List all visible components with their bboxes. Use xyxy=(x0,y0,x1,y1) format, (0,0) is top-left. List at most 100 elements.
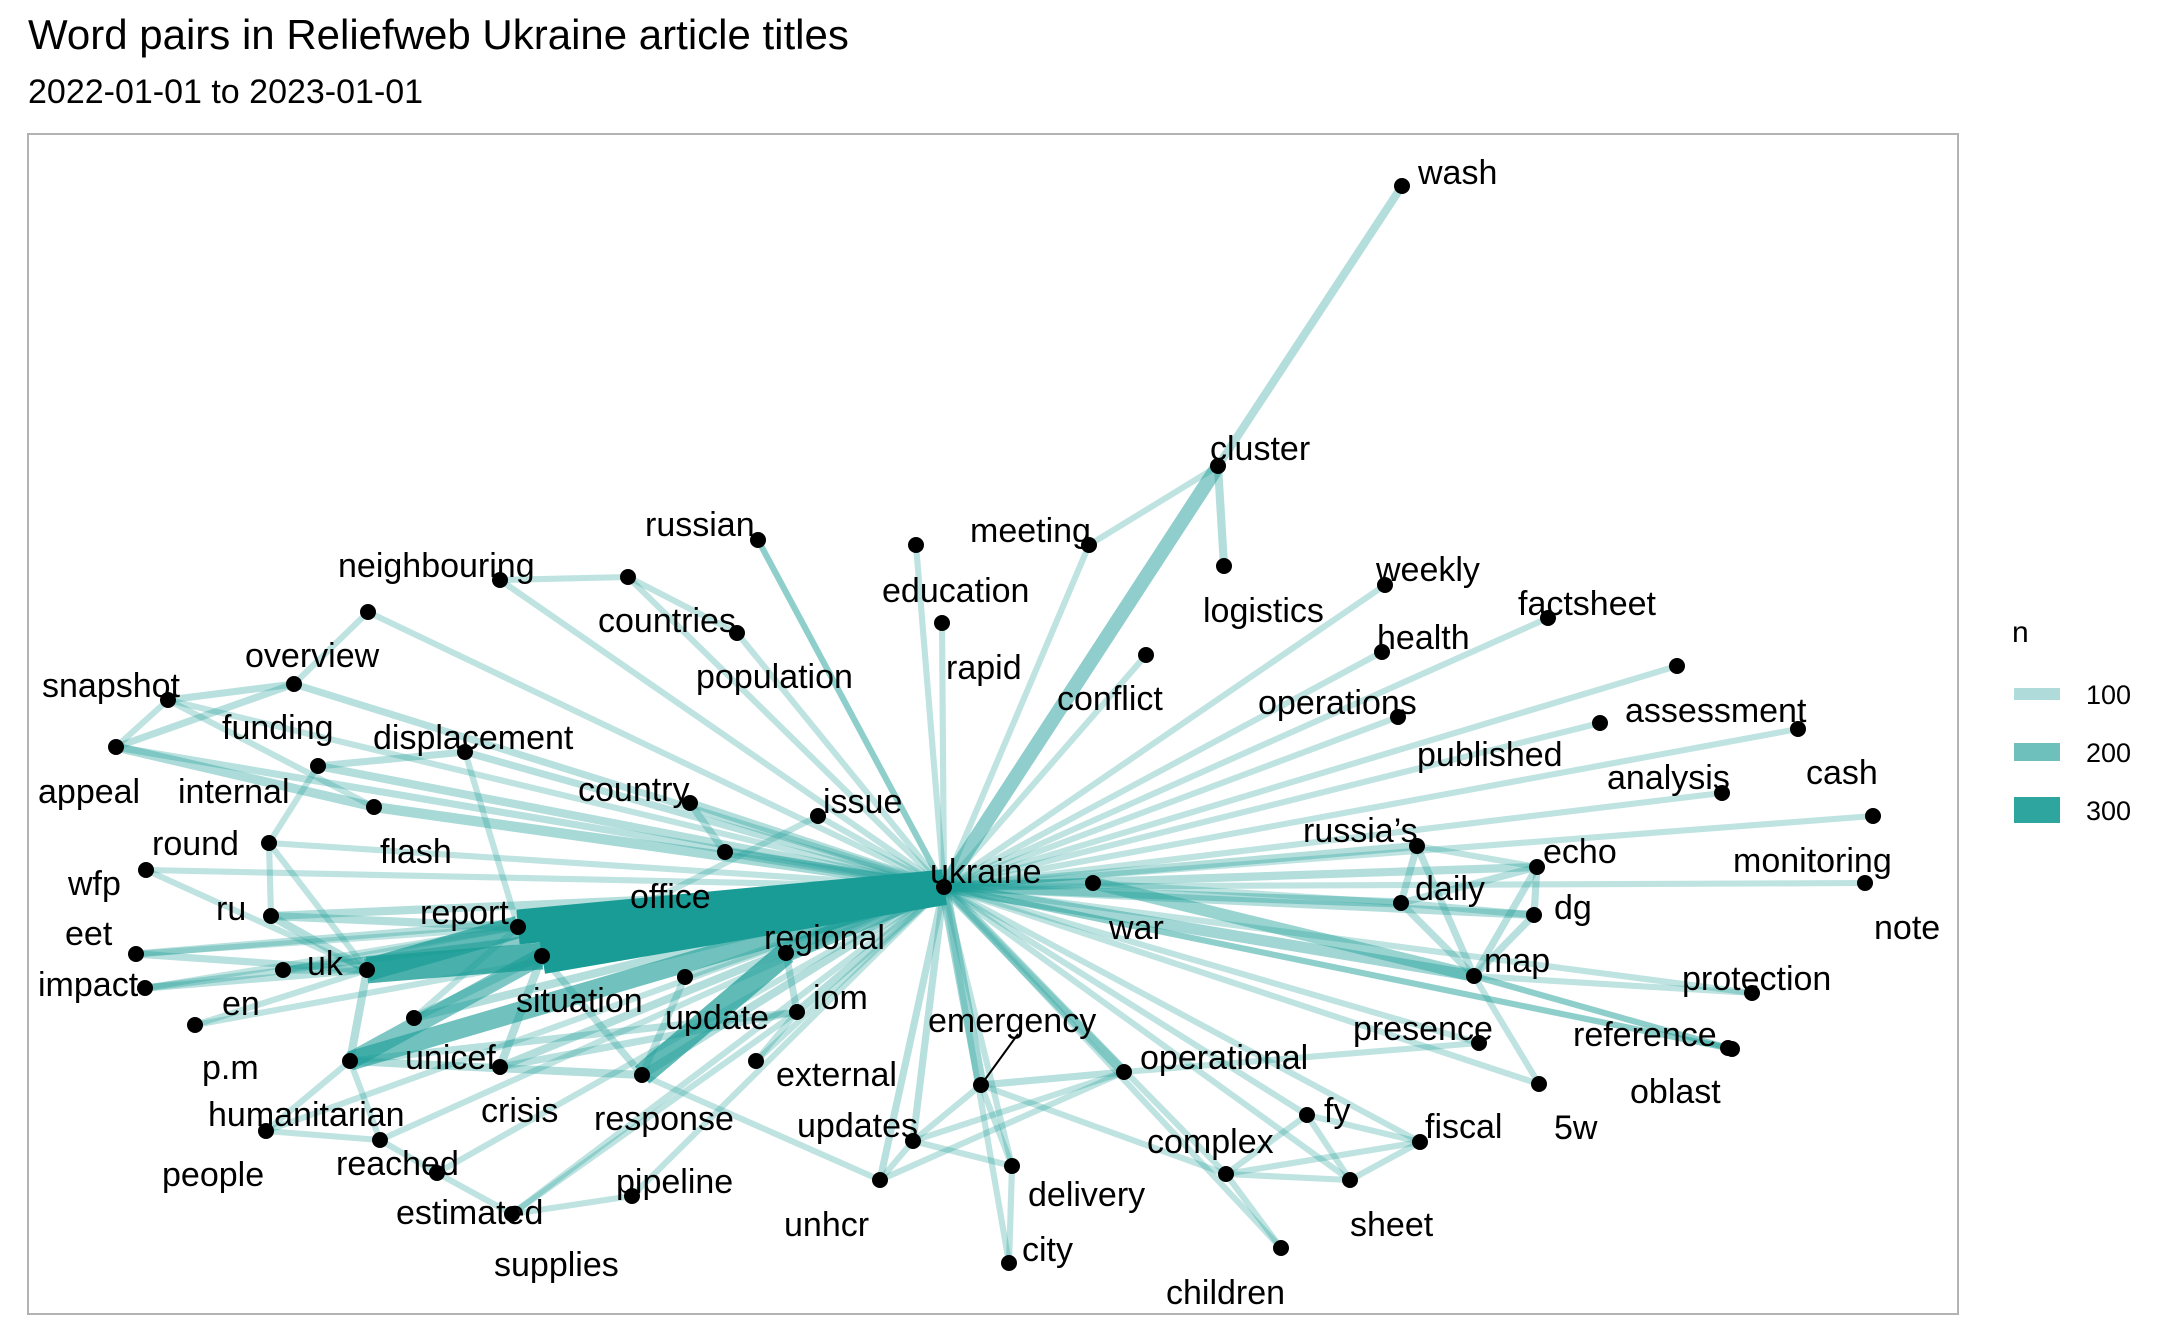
edge-operational-unhcr xyxy=(878,1069,1126,1183)
node-monitoring xyxy=(1865,808,1881,824)
node-health xyxy=(1374,644,1390,660)
edge-response-situation xyxy=(539,953,645,1078)
edge-crisis-update xyxy=(499,1008,798,1071)
node-operations xyxy=(1390,709,1406,725)
node-label-impact: impact xyxy=(38,966,139,1004)
edge-reached-humanitarian xyxy=(347,1059,383,1142)
node-label-delivery: delivery xyxy=(1028,1176,1145,1214)
edge-pm-uk xyxy=(194,967,368,1028)
node-label-protection: protection xyxy=(1682,960,1831,998)
node-eet xyxy=(128,946,144,962)
node-label-situation: situation xyxy=(516,982,643,1020)
node-label-education: education xyxy=(882,572,1029,610)
edge-fy-fiscal xyxy=(1306,1112,1421,1145)
node-operational xyxy=(1116,1064,1132,1080)
edge-cluster-logistics xyxy=(1213,465,1229,567)
node-label-dg: dg xyxy=(1554,889,1592,927)
edge-russias-echo xyxy=(1416,842,1538,871)
node-russian xyxy=(750,532,766,548)
node-label-monitoring: monitoring xyxy=(1733,842,1892,880)
edge-reached-estimated xyxy=(378,1137,439,1176)
node-published xyxy=(1592,715,1608,731)
edge-ukraine-fy xyxy=(942,884,1309,1118)
node-wfp xyxy=(138,862,154,878)
node-education xyxy=(908,537,924,553)
edge-map-daily xyxy=(1398,900,1477,979)
edge-ukraine-countries xyxy=(625,574,947,890)
node-conflict xyxy=(1138,647,1154,663)
edge-funding-snapshot xyxy=(167,680,295,704)
node-label-internal: internal xyxy=(178,773,290,811)
edge-humanitarian-uk xyxy=(345,969,372,1062)
node-label-wfp: wfp xyxy=(67,865,121,903)
node-label-issue: issue xyxy=(823,783,902,821)
node-protection xyxy=(1744,985,1760,1001)
pointer-layer xyxy=(980,1033,1019,1086)
node-war xyxy=(1085,875,1101,891)
node-regional xyxy=(778,945,794,961)
edge-ukraine-funding xyxy=(292,680,946,891)
edge-ru-uk xyxy=(268,912,370,974)
node-echo xyxy=(1529,859,1545,875)
edge-people-humanitarian xyxy=(264,1058,352,1134)
edge-regional-response xyxy=(634,944,794,1084)
node-emergency xyxy=(973,1077,989,1093)
edge-population-countries xyxy=(626,574,739,636)
edge-ukraine-daily xyxy=(943,882,1402,908)
node-label-regional: regional xyxy=(764,919,885,957)
node-label-ru: ru xyxy=(216,890,246,928)
node-label-unhcr: unhcr xyxy=(784,1206,869,1244)
edge-ukraine-presence xyxy=(943,884,1480,1046)
legend-label-100: 100 xyxy=(2086,680,2131,710)
edge-displacement-report xyxy=(462,751,521,928)
node-analysis xyxy=(1714,785,1730,801)
edge-delivery-emergency xyxy=(978,1083,1015,1168)
node-label-logistics: logistics xyxy=(1203,592,1324,630)
edge-ukraine-russian xyxy=(755,538,947,889)
edge-ukraine-analysis xyxy=(943,789,1723,891)
edge-ukraine-published xyxy=(943,720,1601,890)
edge-ukraine-war xyxy=(943,877,1094,893)
node-logistics xyxy=(1216,558,1232,574)
edge-ukraine-updates xyxy=(909,886,948,1142)
edge-ukraine-unhcr xyxy=(876,886,948,1181)
node-supplies xyxy=(504,1206,520,1222)
node-label-factsheet: factsheet xyxy=(1518,585,1657,623)
node-label-round: round xyxy=(152,825,239,863)
node-label-en: en xyxy=(222,985,260,1023)
edge-echo-dg xyxy=(1530,866,1541,916)
edge-impact-uk xyxy=(144,966,368,992)
node-layer xyxy=(108,178,1881,1271)
node-crisis xyxy=(492,1059,508,1075)
edge-operational-emergency xyxy=(980,1068,1125,1089)
edge-country-office xyxy=(687,800,728,855)
node-presence xyxy=(1471,1035,1487,1051)
node-label-complex: complex xyxy=(1147,1123,1274,1161)
node-unhcr xyxy=(872,1172,888,1188)
edge-ukraine-supplies xyxy=(510,884,946,1217)
node-neighbouring xyxy=(492,572,508,588)
edge-daily-echo xyxy=(1400,863,1538,907)
edge-ukraine-population xyxy=(734,631,947,889)
node-label-sheet: sheet xyxy=(1350,1206,1434,1244)
node-weekly xyxy=(1377,577,1393,593)
edge-flash-appeal xyxy=(114,742,376,812)
node-humanitarian xyxy=(342,1053,358,1069)
node-sheet xyxy=(1342,1172,1358,1188)
node-label-unicef: unicef xyxy=(405,1039,496,1077)
node-label-estimated: estimated xyxy=(396,1194,543,1232)
node-label-war: war xyxy=(1108,909,1164,947)
node-russias xyxy=(1409,838,1425,854)
node-fiscal xyxy=(1412,1134,1428,1150)
node-wash xyxy=(1394,178,1410,194)
edge-daily-dg xyxy=(1400,899,1535,919)
node-label-rapid: rapid xyxy=(946,649,1022,687)
node-label-note: note xyxy=(1874,909,1940,947)
node-label-emergency: emergency xyxy=(928,1002,1096,1040)
edge-ukraine-echo xyxy=(943,862,1538,892)
edge-delivery-updates xyxy=(912,1138,1013,1169)
node-pm xyxy=(187,1017,203,1033)
node-country xyxy=(682,795,698,811)
edge-ukraine-reference xyxy=(943,884,1733,1052)
node-label-funding: funding xyxy=(222,709,334,747)
